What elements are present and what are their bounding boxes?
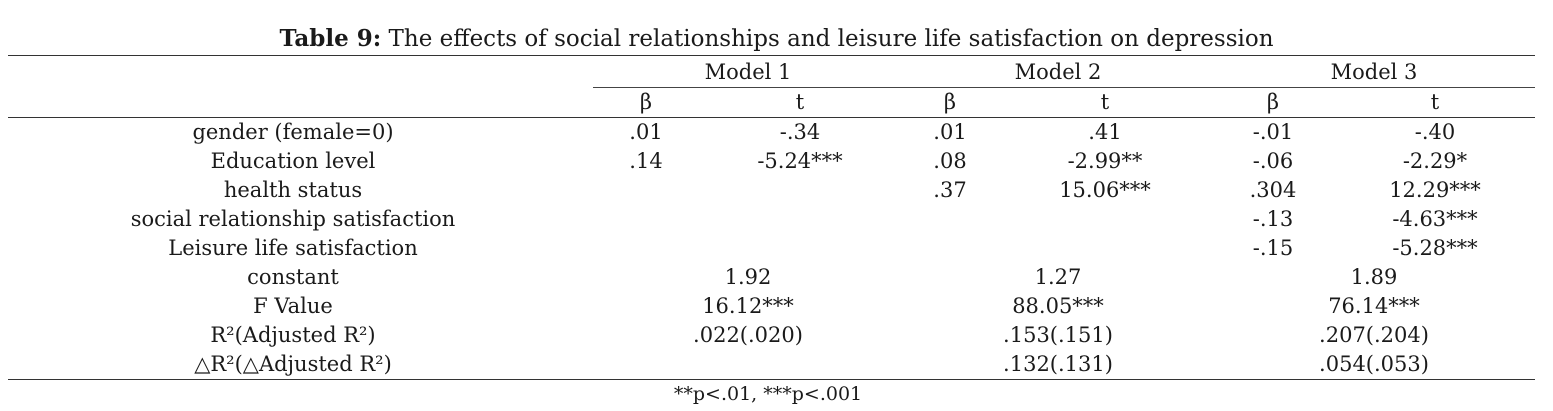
- table-cell: .304: [1249, 178, 1297, 202]
- table-caption: Table 9: The effects of social relations…: [0, 24, 1553, 54]
- footnote: **p<.01, ***p<.001: [673, 383, 863, 405]
- row-label: Leisure life satisfaction: [168, 236, 418, 260]
- table-cell: 16.12***: [702, 294, 794, 318]
- header-rule: [8, 117, 1535, 118]
- table-cell: 1.27: [1034, 265, 1082, 289]
- bottom-rule: [8, 379, 1535, 380]
- row-label: social relationship satisfaction: [130, 207, 456, 231]
- table-cell: -2.99**: [1067, 149, 1143, 173]
- table-cell: .14: [629, 149, 663, 173]
- model-2-header: Model 2: [1014, 60, 1102, 84]
- table-cell: -.06: [1252, 149, 1294, 173]
- table-cell: .207(.204): [1319, 323, 1429, 347]
- row-label: F Value: [253, 294, 333, 318]
- table-cell: -4.63***: [1392, 207, 1478, 231]
- table-cell: .01: [629, 120, 663, 144]
- table-caption-text: The effects of social relationships and …: [388, 26, 1274, 52]
- table-cell: -.34: [779, 120, 821, 144]
- table-cell: 1.89: [1350, 265, 1398, 289]
- table-cell: .022(.020): [693, 323, 803, 347]
- row-label: gender (female=0): [192, 120, 394, 144]
- model-header-rule: [593, 87, 1535, 88]
- table-cell: -.13: [1252, 207, 1294, 231]
- subheader-beta: β: [1266, 90, 1280, 114]
- table-cell: 15.06***: [1059, 178, 1151, 202]
- table-cell: .08: [933, 149, 967, 173]
- row-label: R²(Adjusted R²): [210, 323, 376, 347]
- subheader-t: t: [1430, 90, 1440, 114]
- table-cell: -5.24***: [757, 149, 843, 173]
- table-cell: .01: [933, 120, 967, 144]
- row-label: constant: [247, 265, 339, 289]
- table-cell: 88.05***: [1012, 294, 1104, 318]
- table-cell: -2.29*: [1402, 149, 1468, 173]
- subheader-beta: β: [639, 90, 653, 114]
- table-cell: -5.28***: [1392, 236, 1478, 260]
- top-rule: [8, 55, 1535, 56]
- subheader-beta: β: [943, 90, 957, 114]
- row-label: health status: [223, 178, 363, 202]
- row-label: Education level: [210, 149, 376, 173]
- row-label: △R²(△Adjusted R²): [194, 352, 392, 376]
- table-cell: .054(.053): [1319, 352, 1429, 376]
- model-3-header: Model 3: [1330, 60, 1418, 84]
- table-cell: .153(.151): [1003, 323, 1113, 347]
- subheader-t: t: [1100, 90, 1110, 114]
- table-caption-label: Table 9:: [279, 25, 382, 52]
- table-cell: -.15: [1252, 236, 1294, 260]
- table-cell: .37: [933, 178, 967, 202]
- table-cell: .132(.131): [1003, 352, 1113, 376]
- subheader-t: t: [795, 90, 805, 114]
- table-cell: -.01: [1252, 120, 1294, 144]
- table-cell: 76.14***: [1328, 294, 1420, 318]
- model-1-header: Model 1: [704, 60, 792, 84]
- table-cell: 12.29***: [1389, 178, 1481, 202]
- table-cell: .41: [1088, 120, 1122, 144]
- table-cell: -.40: [1414, 120, 1456, 144]
- table-cell: 1.92: [724, 265, 772, 289]
